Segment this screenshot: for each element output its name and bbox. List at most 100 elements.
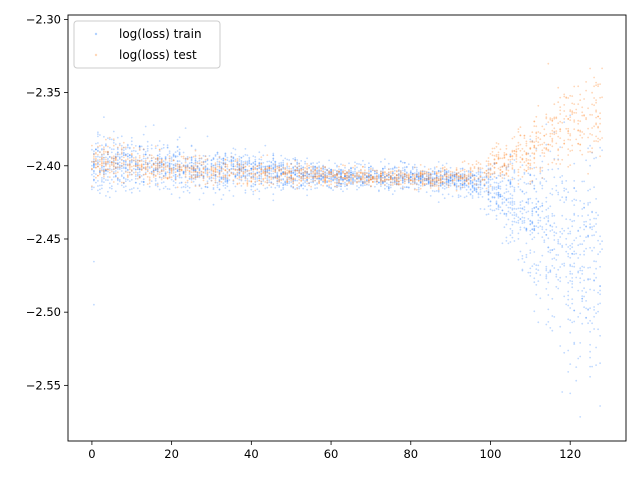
data-point [138, 183, 141, 185]
data-point [138, 166, 141, 169]
data-point [360, 177, 362, 180]
data-point [248, 162, 251, 164]
data-point [216, 171, 219, 173]
data-point [429, 173, 432, 176]
data-point [180, 162, 183, 165]
data-point [593, 225, 595, 228]
data-point [459, 179, 462, 182]
data-point [513, 211, 516, 214]
data-point [107, 137, 109, 140]
data-point [103, 156, 105, 159]
data-point [384, 175, 386, 178]
data-point [465, 195, 468, 198]
data-point [110, 161, 113, 163]
data-point [553, 267, 556, 269]
data-point [156, 170, 159, 173]
data-point [278, 164, 281, 167]
data-point [266, 168, 269, 171]
data-point [569, 248, 572, 250]
data-point [190, 164, 193, 167]
data-point [382, 180, 384, 183]
data-point [97, 153, 99, 156]
data-point [186, 166, 189, 168]
data-point [539, 132, 542, 135]
data-point [222, 184, 225, 187]
data-point [144, 173, 147, 175]
data-point [204, 159, 207, 161]
data-point [425, 179, 428, 182]
data-point [326, 174, 328, 177]
data-point [146, 170, 149, 173]
data-point [160, 182, 163, 184]
data-point [276, 175, 279, 178]
data-point [99, 171, 101, 173]
data-point [242, 166, 245, 169]
data-point [182, 185, 185, 188]
series-train-points [91, 114, 603, 418]
data-point [366, 176, 368, 179]
data-point [433, 179, 436, 182]
data-point [304, 181, 306, 184]
data-point [122, 181, 125, 184]
data-point [447, 176, 450, 179]
data-point [571, 111, 574, 114]
data-point [190, 167, 193, 170]
data-point [455, 189, 458, 192]
data-point [322, 167, 324, 170]
data-point [164, 185, 167, 188]
data-point [352, 177, 354, 180]
data-point [334, 176, 336, 178]
data-point [196, 162, 199, 165]
data-point [505, 199, 508, 202]
data-point [95, 176, 97, 179]
data-point [425, 183, 428, 185]
data-point [198, 162, 201, 165]
data-point [93, 155, 95, 158]
data-point [393, 176, 396, 179]
data-point [190, 165, 193, 167]
data-point [463, 175, 466, 178]
data-point [272, 170, 275, 173]
data-point [282, 164, 285, 166]
data-point [551, 124, 554, 126]
data-point [240, 178, 243, 181]
data-point [577, 229, 580, 232]
data-point [126, 164, 129, 166]
data-point [403, 180, 406, 183]
data-point [164, 176, 167, 179]
data-point [262, 184, 265, 187]
data-point [511, 194, 514, 197]
data-point [266, 179, 269, 182]
data-point [118, 144, 121, 147]
data-point [186, 167, 189, 169]
data-point [340, 175, 342, 178]
data-point [228, 169, 231, 171]
data-point [511, 232, 514, 234]
data-point [156, 167, 159, 170]
data-point [194, 185, 197, 188]
data-point [158, 162, 161, 165]
data-point [531, 179, 534, 182]
data-point [585, 81, 587, 83]
data-point [425, 173, 428, 176]
data-point [519, 204, 522, 206]
data-point [415, 174, 418, 177]
data-point [358, 177, 360, 179]
data-point [274, 163, 277, 166]
data-point [120, 147, 123, 150]
data-point [507, 164, 510, 166]
data-point [116, 166, 119, 169]
data-point [128, 146, 131, 149]
data-point [533, 236, 536, 239]
data-point [551, 258, 554, 260]
data-point [507, 158, 510, 161]
data-point [136, 168, 139, 171]
data-point [389, 178, 392, 180]
data-point [101, 153, 103, 156]
data-point [401, 188, 404, 191]
data-point [214, 173, 217, 176]
data-point [499, 175, 502, 177]
data-point [286, 181, 289, 184]
data-point [164, 166, 167, 169]
data-point [539, 170, 542, 173]
